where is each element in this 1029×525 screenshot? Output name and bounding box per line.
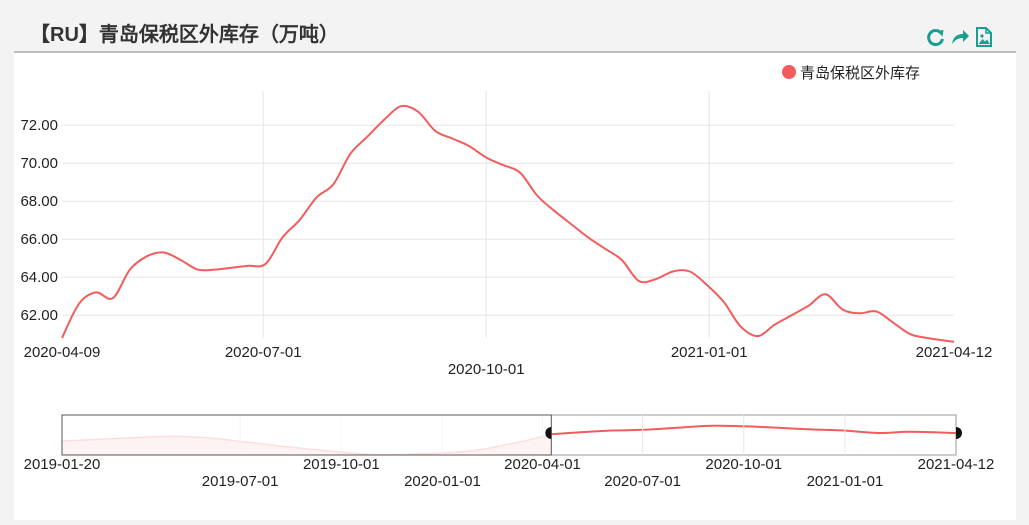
line-chart: 62.00 64.00 66.00 68.00 70.00 72.00 2020-04-0…	[20, 65, 995, 490]
x-tick-label: 2021-01-01	[671, 344, 748, 361]
chart-area: 62.00 64.00 66.00 68.00 70.00 72.00 2020-04-0…	[14, 53, 1016, 520]
refresh-icon[interactable]	[926, 27, 946, 47]
x-tick-label: 2021-04-12	[916, 344, 993, 361]
y-tick-label: 66.00	[20, 231, 58, 248]
share-icon[interactable]	[950, 27, 970, 47]
zoom-axis-labels: 2019-01-20 2021-04-12 2019-07-01 2019-10-01…	[24, 456, 995, 490]
y-tick-label: 62.00	[20, 307, 58, 324]
y-tick-label: 68.00	[20, 193, 58, 210]
zoom-tick-label: 2020-10-01	[705, 456, 782, 473]
chart-title: 【RU】青岛保税区外库存（万吨）	[30, 24, 339, 46]
zoom-handle-right[interactable]	[956, 427, 962, 439]
zoom-tick-label: 2021-01-01	[807, 473, 884, 490]
legend[interactable]: 青岛保税区外库存	[782, 65, 920, 82]
x-tick-label: 2020-10-01	[448, 361, 525, 378]
series-line	[61, 104, 955, 343]
x-tick-label: 2020-04-09	[24, 344, 101, 361]
zoom-start-label: 2019-01-20	[24, 456, 101, 473]
zoom-tick-label: 2020-07-01	[604, 473, 681, 490]
data-zoom[interactable]: 2019-01-20 2021-04-12 2019-07-01 2019-10-01…	[24, 414, 995, 490]
x-tick-label: 2020-07-01	[225, 344, 302, 361]
title-divider	[14, 51, 1016, 53]
zoom-overview-line-selected	[551, 424, 957, 436]
legend-label: 青岛保税区外库存	[800, 65, 920, 82]
panel-header: 【RU】青岛保税区外库存（万吨）	[0, 0, 1029, 53]
y-axis-labels: 62.00 64.00 66.00 68.00 70.00 72.00	[20, 117, 58, 324]
zoom-tick-label: 2020-01-01	[404, 473, 481, 490]
zoom-tick-label: 2019-10-01	[303, 456, 380, 473]
grid	[62, 91, 954, 338]
legend-marker	[782, 65, 796, 79]
y-tick-label: 64.00	[20, 269, 58, 286]
y-tick-label: 72.00	[20, 117, 58, 134]
x-axis-labels: 2020-04-09 2020-07-01 2020-10-01 2021-01-01…	[24, 344, 993, 378]
zoom-unselected-mask	[61, 414, 552, 456]
zoom-handle-left[interactable]	[545, 427, 552, 439]
save-image-icon[interactable]	[974, 27, 994, 47]
y-tick-label: 70.00	[20, 155, 58, 172]
zoom-end-label: 2021-04-12	[918, 456, 995, 473]
zoom-tick-label: 2019-07-01	[202, 473, 279, 490]
zoom-tick-label: 2020-04-01	[504, 456, 581, 473]
